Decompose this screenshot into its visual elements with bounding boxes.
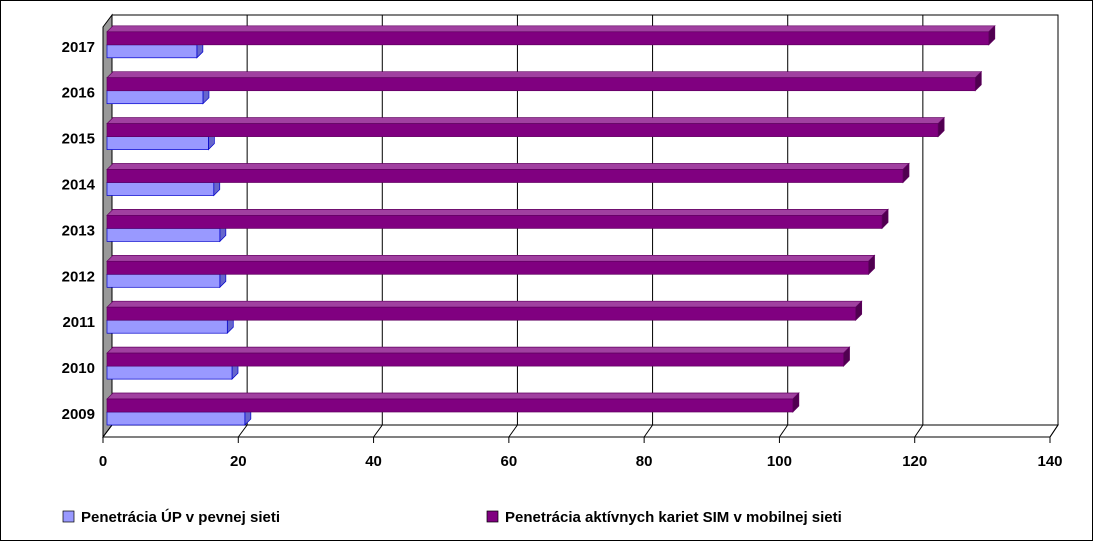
bar	[106, 24, 996, 46]
grid-line	[373, 424, 383, 438]
legend-label: Penetrácia ÚP v pevnej sieti	[81, 508, 280, 526]
bar-top	[106, 346, 851, 354]
bar-front	[106, 31, 990, 46]
grid-line	[914, 424, 924, 438]
x-tick-label: 40	[365, 453, 382, 470]
bar-front	[106, 44, 198, 59]
grid-line	[237, 424, 248, 438]
bar-front	[106, 90, 204, 105]
x-tick-label: 100	[767, 453, 792, 470]
legend-swatch	[486, 510, 499, 523]
y-tick-label: 2016	[62, 85, 95, 102]
x-tick-label: 60	[501, 453, 518, 470]
bar	[106, 70, 983, 92]
grid-line	[1049, 424, 1059, 438]
x-tick-label: 80	[636, 453, 653, 470]
bar	[106, 116, 945, 138]
bar-top	[106, 254, 876, 262]
bar-front	[106, 77, 976, 92]
y-tick-label: 2014	[62, 176, 96, 193]
y-tick-label: 2012	[62, 268, 95, 285]
y-tick-label: 2013	[62, 222, 95, 239]
bar	[106, 392, 800, 413]
bar-front	[106, 215, 883, 229]
bar	[106, 254, 876, 276]
bar	[106, 300, 863, 322]
y-tick-label: 2011	[62, 314, 95, 331]
bar-top	[106, 117, 945, 124]
bar-top	[106, 25, 996, 33]
bar-front	[106, 365, 233, 380]
x-tick-label: 20	[230, 453, 247, 470]
bar-front	[106, 123, 939, 137]
bar-front	[106, 182, 215, 196]
grid-line	[102, 424, 113, 438]
bar-front	[106, 228, 221, 242]
bar-front	[106, 398, 794, 413]
bar-front	[106, 352, 844, 367]
bar	[106, 162, 910, 184]
bar-front	[106, 319, 228, 334]
y-tick-label: 2017	[62, 39, 95, 56]
legend-label: Penetrácia aktívnych kariet SIM v mobiln…	[505, 509, 842, 526]
bar	[106, 346, 851, 367]
bar-front	[106, 306, 857, 321]
legend-swatch	[62, 510, 75, 523]
grid-line	[779, 424, 789, 438]
y-tick-label: 2009	[62, 406, 95, 423]
grid-line	[508, 424, 518, 438]
bar-top	[106, 392, 800, 400]
grid-line	[643, 424, 653, 438]
bar-front	[106, 169, 904, 183]
x-tick-label: 0	[99, 453, 107, 470]
bar-top	[106, 300, 863, 308]
y-tick-label: 2015	[62, 131, 95, 148]
x-tick-label: 120	[902, 453, 927, 470]
bar-front	[106, 273, 221, 288]
bar-top	[106, 209, 889, 216]
x-tick-label: 140	[1037, 453, 1062, 470]
bar	[106, 208, 889, 230]
bar-top	[106, 163, 910, 170]
y-tick-label: 2010	[62, 360, 95, 377]
bar-front	[106, 411, 246, 426]
bar-front	[106, 136, 209, 150]
bar-front	[106, 260, 869, 275]
bar-top	[106, 71, 983, 79]
